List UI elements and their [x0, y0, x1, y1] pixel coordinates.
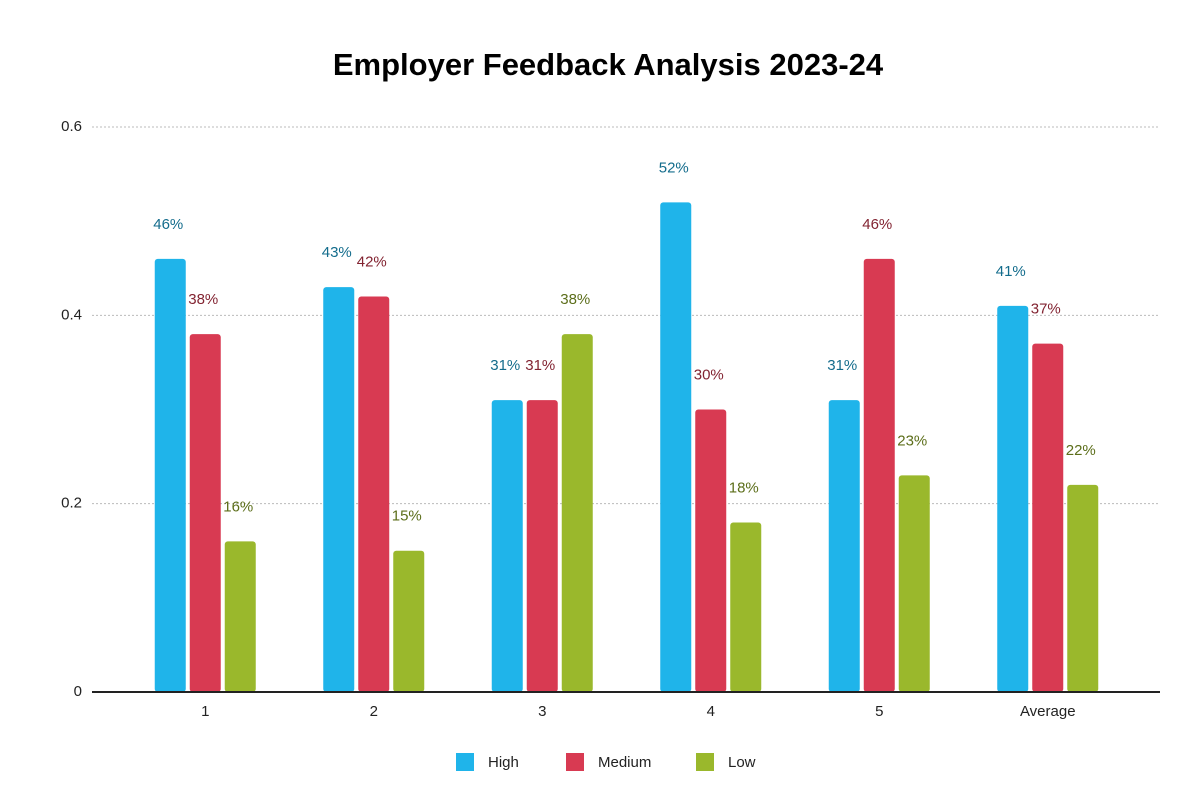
x-tick-label: Average	[1020, 703, 1076, 720]
y-tick-label: 0.2	[61, 495, 82, 512]
data-label: 18%	[729, 479, 759, 496]
bar	[863, 258, 895, 692]
legend-label: High	[488, 754, 519, 771]
bar	[224, 541, 256, 692]
bar	[660, 202, 692, 693]
bar	[323, 287, 355, 692]
x-tick-label: 4	[707, 703, 715, 720]
legend-swatch	[566, 753, 584, 771]
data-label: 43%	[322, 244, 352, 261]
data-label: 22%	[1066, 442, 1096, 459]
bar	[695, 409, 727, 692]
legend-swatch	[696, 753, 714, 771]
legend-swatch	[456, 753, 474, 771]
data-label: 42%	[357, 253, 387, 270]
bar	[491, 400, 523, 692]
data-label: 46%	[153, 216, 183, 233]
data-label: 38%	[560, 291, 590, 308]
bar	[358, 296, 390, 692]
x-tick-label: 3	[538, 703, 546, 720]
legend-label: Low	[728, 754, 756, 771]
y-tick-label: 0.6	[61, 118, 82, 135]
chart-title: Employer Feedback Analysis 2023-24	[333, 47, 884, 82]
data-label: 37%	[1031, 301, 1061, 318]
bar	[154, 258, 186, 692]
data-label: 41%	[996, 263, 1026, 280]
data-label: 38%	[188, 291, 218, 308]
bar	[898, 475, 930, 692]
data-label: 31%	[827, 357, 857, 374]
y-tick-label: 0.4	[61, 306, 82, 323]
bar	[997, 305, 1029, 692]
bar	[561, 334, 593, 692]
y-tick-label: 0	[74, 683, 82, 700]
data-label: 16%	[223, 498, 253, 515]
data-label: 30%	[694, 366, 724, 383]
bar	[393, 550, 425, 692]
data-label: 15%	[392, 508, 422, 525]
data-label: 46%	[862, 216, 892, 233]
bar	[730, 522, 762, 692]
data-label: 31%	[525, 357, 555, 374]
x-tick-label: 2	[370, 703, 378, 720]
x-tick-label: 5	[875, 703, 883, 720]
data-label: 23%	[897, 432, 927, 449]
x-tick-label: 1	[201, 703, 209, 720]
bar	[1067, 484, 1099, 692]
bar	[1032, 343, 1064, 692]
data-label: 31%	[490, 357, 520, 374]
data-label: 52%	[659, 159, 689, 176]
bar	[189, 334, 221, 692]
bar	[828, 400, 860, 692]
bar	[526, 400, 558, 692]
legend-label: Medium	[598, 754, 651, 771]
